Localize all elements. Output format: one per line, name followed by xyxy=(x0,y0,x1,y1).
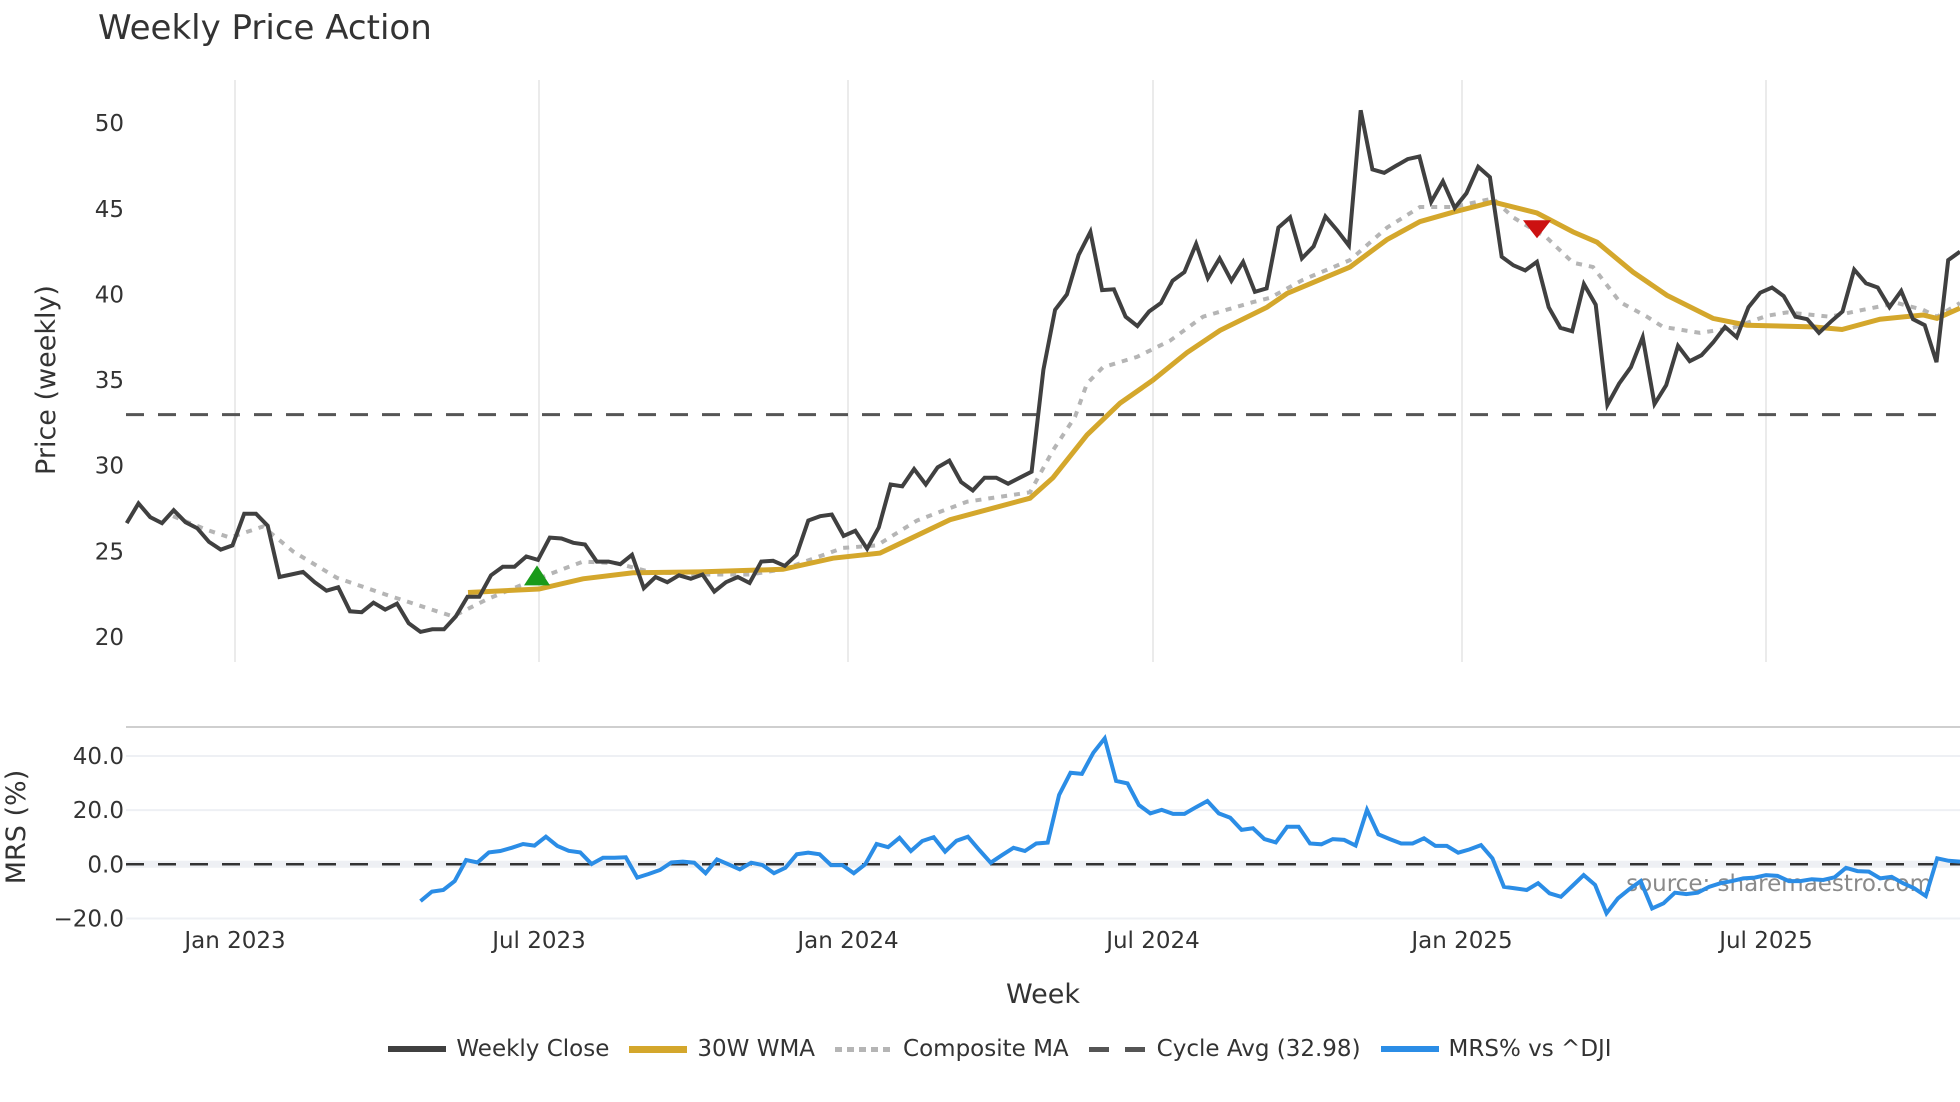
legend-label: 30W WMA xyxy=(697,1036,816,1062)
sell-signal-triangle-icon xyxy=(1523,220,1551,239)
x-tick-label: Jul 2025 xyxy=(1717,928,1813,954)
dashed-line-icon xyxy=(1088,1046,1147,1052)
solid-line-icon xyxy=(388,1046,447,1052)
y-tick-label: 20.0 xyxy=(73,798,124,824)
dotted-line-icon xyxy=(835,1046,894,1052)
buy-signal-triangle-icon xyxy=(524,565,550,586)
y-tick-label: −20.0 xyxy=(54,906,124,932)
x-tick-label: Jan 2023 xyxy=(182,928,285,954)
x-tick-label: Jul 2023 xyxy=(490,928,586,954)
y-tick-label: 45 xyxy=(95,197,124,223)
price-y-axis-title: Price (weekly) xyxy=(31,285,62,475)
legend: Weekly Close 30W WMA Composite MA Cycle … xyxy=(0,1036,1960,1062)
x-axis-title: Week xyxy=(1006,979,1080,1010)
y-tick-label: 25 xyxy=(95,539,124,565)
weekly-close-line xyxy=(124,109,1960,635)
legend-item-mrs[interactable]: MRS% vs ^DJI xyxy=(1380,1036,1612,1062)
legend-item-cycle-avg[interactable]: Cycle Avg (32.98) xyxy=(1088,1036,1361,1062)
price-gridlines xyxy=(234,80,1767,662)
x-tick-label: Jul 2024 xyxy=(1104,928,1200,954)
solid-line-icon xyxy=(1380,1046,1439,1052)
legend-label: Composite MA xyxy=(903,1036,1069,1062)
legend-item-30w-wma[interactable]: 30W WMA xyxy=(629,1036,815,1062)
wma-30w-line xyxy=(467,199,1960,595)
legend-label: MRS% vs ^DJI xyxy=(1448,1036,1612,1062)
x-axis-ticks: Jan 2023 Jul 2023 Jan 2024 Jul 2024 Jan 2025… xyxy=(182,928,1812,954)
legend-item-composite-ma[interactable]: Composite MA xyxy=(835,1036,1069,1062)
chart-title: Weekly Price Action xyxy=(98,8,432,48)
y-tick-label: 35 xyxy=(95,368,124,394)
y-tick-label: 20 xyxy=(95,625,124,651)
composite-ma-line xyxy=(172,196,1960,619)
legend-label: Cycle Avg (32.98) xyxy=(1156,1036,1361,1062)
y-tick-label: 40.0 xyxy=(73,744,124,770)
y-tick-label: 30 xyxy=(95,454,124,480)
solid-line-icon xyxy=(629,1045,688,1053)
x-tick-label: Jan 2024 xyxy=(795,928,898,954)
y-tick-label: 50 xyxy=(95,111,124,137)
mrs-line xyxy=(419,734,1960,918)
mrs-y-axis-title: MRS (%) xyxy=(1,770,32,885)
legend-item-weekly-close[interactable]: Weekly Close xyxy=(388,1036,609,1062)
mrs-y-axis-ticks: −20.0 0.0 20.0 40.0 xyxy=(54,744,124,932)
y-tick-label: 40 xyxy=(95,282,124,308)
y-tick-label: 0.0 xyxy=(87,852,124,878)
x-tick-label: Jan 2025 xyxy=(1409,928,1512,954)
price-y-axis-ticks: 20 25 30 35 40 45 50 xyxy=(95,111,124,651)
legend-label: Weekly Close xyxy=(456,1036,610,1062)
